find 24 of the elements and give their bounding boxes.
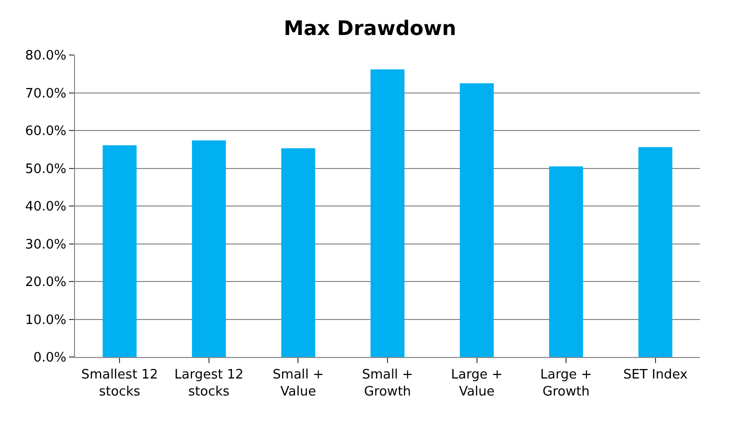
y-tick-label: 70.0% <box>25 86 66 102</box>
y-tick-label: 80.0% <box>25 48 66 64</box>
chart-title: Max Drawdown <box>284 16 456 40</box>
bar <box>102 145 137 357</box>
y-tick-label: 10.0% <box>25 312 66 328</box>
x-tick-label: Large + Growth <box>540 368 592 400</box>
y-tick-label: 30.0% <box>25 237 66 252</box>
x-tick-label: Large + Value <box>450 368 503 400</box>
y-tick-label: 20.0% <box>25 275 66 290</box>
y-tick-label: 40.0% <box>25 200 66 215</box>
x-tick-label: Small + Value <box>272 368 324 400</box>
bar <box>192 140 226 357</box>
y-tick-label: 50.0% <box>25 162 66 177</box>
x-tick-label: Smallest 12 stocks <box>81 368 158 400</box>
bar <box>370 69 404 357</box>
bar <box>460 83 494 357</box>
bar <box>549 166 584 357</box>
bar <box>638 147 672 357</box>
x-tick-label: Largest 12 stocks <box>174 368 244 400</box>
x-tick-label: Small + Growth <box>362 368 414 400</box>
bar <box>281 148 316 357</box>
x-tick-label: SET Index <box>623 368 688 383</box>
y-tick-label: 60.0% <box>25 124 66 140</box>
y-tick-label: 0.0% <box>33 350 66 366</box>
